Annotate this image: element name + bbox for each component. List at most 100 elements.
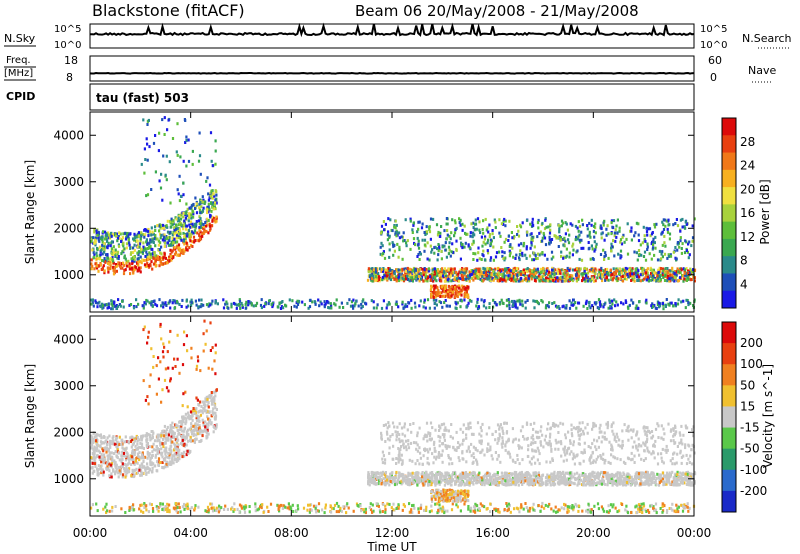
velocity-cell [642, 504, 646, 508]
power-cell [187, 304, 190, 308]
power-cell [133, 268, 136, 272]
velocity-cell [214, 394, 217, 398]
power-cell [198, 233, 201, 237]
velocity-cell [164, 447, 167, 451]
power-cell [565, 273, 569, 277]
power-cell [514, 305, 517, 309]
velocity-cell [170, 444, 173, 448]
power-cell [184, 232, 187, 236]
power-cell [557, 305, 560, 308]
velocity-cell [176, 445, 179, 449]
velocity-cell [178, 454, 181, 458]
velocity-cell [114, 450, 117, 454]
velocity-cell [215, 425, 218, 429]
velocity-cell [130, 438, 133, 442]
velocity-cell [185, 443, 188, 447]
velocity-cell [527, 509, 530, 513]
velocity-cell [105, 446, 109, 450]
power-cell [526, 230, 529, 234]
power-cell [433, 286, 436, 290]
nsky-panel: N.Sky 10^5 10^0 10^5 10^0 N.Search [4, 22, 792, 51]
velocity-cell [194, 425, 197, 429]
velocity-cell [112, 435, 115, 439]
power-cell [675, 270, 678, 274]
power-cell [369, 267, 372, 271]
velocity-cell [123, 467, 126, 470]
velocity-cell [552, 509, 555, 513]
power-cell [463, 245, 466, 249]
power-cell [474, 228, 477, 232]
velocity-cell [131, 443, 134, 447]
velocity-cell [137, 454, 140, 458]
power-cell [472, 270, 475, 273]
velocity-cell [146, 438, 149, 442]
power-cell [395, 279, 398, 283]
velocity-cell [93, 458, 96, 462]
velocity-cell [161, 442, 164, 446]
power-cell [518, 253, 521, 256]
velocity-cell [180, 441, 183, 445]
velocity-cell [141, 436, 144, 440]
velocity-cell [178, 431, 181, 435]
power-cell [250, 302, 253, 306]
power-cell [380, 270, 383, 273]
power-cell [676, 241, 679, 244]
power-cell [161, 118, 164, 122]
power-cell [178, 248, 181, 252]
power-cell [357, 304, 360, 308]
power-cell [387, 230, 390, 234]
power-cell [618, 272, 621, 276]
power-cell [260, 306, 263, 310]
power-cell [485, 306, 488, 310]
power-cell [463, 292, 466, 296]
power-cell [113, 300, 116, 304]
velocity-cell [199, 439, 202, 443]
power-cell [173, 232, 176, 236]
power-cell [117, 257, 120, 261]
power-cell [691, 270, 694, 274]
power-cell [185, 210, 188, 214]
power-cell [182, 227, 185, 231]
power-cell [483, 299, 486, 303]
power-cell [244, 306, 247, 310]
velocity-cell [210, 402, 214, 406]
power-cell [554, 279, 557, 283]
velocity-cell [141, 453, 144, 457]
power-cell [91, 264, 94, 268]
power-cell [664, 303, 667, 307]
power-cell [569, 275, 572, 279]
power-cell [198, 154, 202, 158]
velocity-cell [107, 447, 110, 451]
power-cell [189, 225, 192, 229]
power-cell [626, 252, 630, 256]
velocity-cell [181, 436, 184, 440]
power-cell [585, 274, 588, 278]
power-cell [184, 216, 187, 220]
velocity-cell [167, 436, 170, 440]
power-cell [480, 298, 483, 302]
power-cell [472, 258, 475, 261]
velocity-cell [176, 457, 179, 461]
power-cell [589, 235, 592, 239]
velocity-cell [112, 468, 115, 472]
power-cell [650, 304, 653, 308]
power-cell [492, 258, 495, 262]
power-cell [440, 276, 443, 280]
power-cell [91, 298, 94, 302]
velocity-cell [158, 448, 161, 451]
power-cell [543, 253, 546, 257]
power-cell [508, 249, 511, 253]
velocity-cell [204, 425, 207, 429]
power-cell [685, 267, 688, 270]
colorbar-segment [722, 118, 736, 136]
power-cell [193, 225, 196, 229]
power-cell [443, 267, 447, 271]
power-cell [482, 219, 485, 223]
power-cell [419, 252, 422, 256]
power-cell [177, 223, 180, 227]
power-cell [393, 270, 396, 274]
power-cell [453, 231, 457, 235]
power-cell [593, 240, 596, 244]
power-cell [214, 300, 217, 303]
